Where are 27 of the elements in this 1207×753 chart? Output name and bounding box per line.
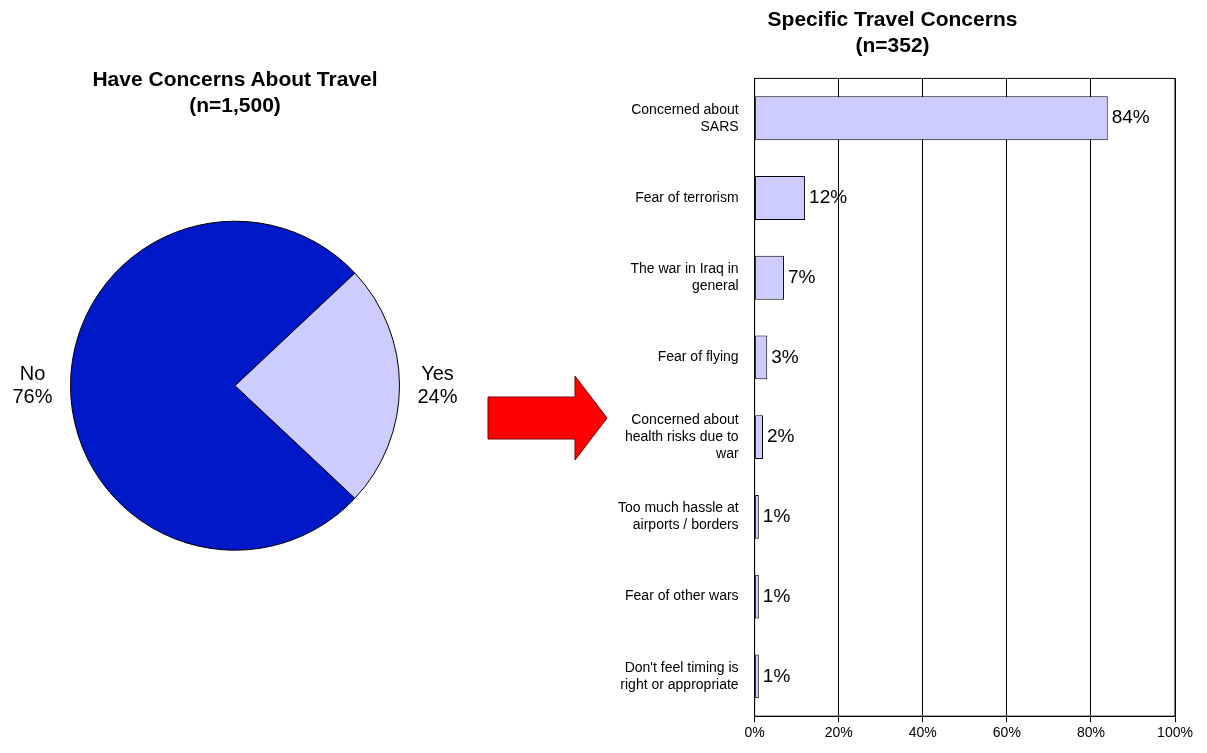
x-tick-label: 20% xyxy=(824,724,853,741)
data-label: 1% xyxy=(762,584,791,606)
y-tick-label: The war in Iraq in general xyxy=(630,260,739,293)
data-label: 1% xyxy=(762,664,791,686)
y-tick-label: Fear of flying xyxy=(657,348,739,365)
y-tick-label: Concerned about SARS xyxy=(631,100,739,134)
x-tick-label: 80% xyxy=(1076,724,1105,741)
x-tick-label: 60% xyxy=(992,724,1021,741)
x-tick-label: 100% xyxy=(1157,724,1193,741)
data-label: 84% xyxy=(1111,106,1150,128)
data-label: 2% xyxy=(767,425,795,447)
x-tick-label: 40% xyxy=(908,724,937,741)
y-tick-label: Fear of other wars xyxy=(625,587,739,604)
data-label: 3% xyxy=(771,345,799,367)
y-tick-label: Too much hassle at airports / borders xyxy=(618,499,739,533)
data-label: 24% xyxy=(417,384,458,407)
chart-title: Have Concerns About Travel (n=1,500) xyxy=(92,67,378,116)
slice-label: No xyxy=(19,361,46,384)
chart-title: Specific Travel Concerns (n=352) xyxy=(767,7,1018,56)
data-label: 76% xyxy=(12,384,53,407)
data-label: 7% xyxy=(788,265,816,287)
data-label: 1% xyxy=(762,505,791,527)
y-tick-label: Fear of terrorism xyxy=(635,188,739,205)
y-tick-label: Concerned about health risks due to war xyxy=(625,411,739,461)
slice-label: Yes xyxy=(421,361,454,384)
x-tick-label: 0% xyxy=(744,724,765,741)
y-tick-label: Don't feel timing is right or appropriate xyxy=(620,658,739,692)
